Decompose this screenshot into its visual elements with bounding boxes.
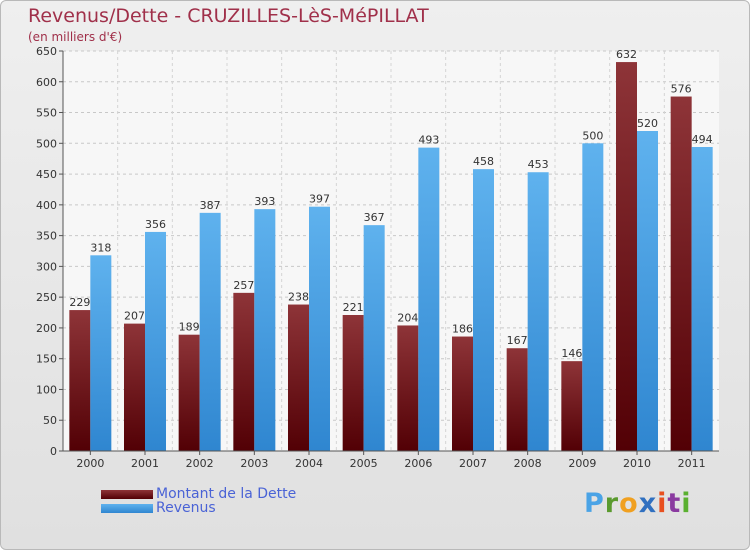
data-label-revenus: 520 <box>637 117 658 130</box>
data-label-revenus: 458 <box>473 155 494 168</box>
bar-dette <box>288 304 309 451</box>
x-tick-label: 2002 <box>186 457 214 470</box>
bars <box>69 62 713 452</box>
x-tick-label: 2001 <box>131 457 159 470</box>
data-label-dette: 189 <box>179 321 200 334</box>
data-label-revenus: 397 <box>309 193 330 206</box>
y-tick-label: 0 <box>50 445 57 458</box>
grid <box>63 50 719 451</box>
y-tick-label: 100 <box>36 383 57 396</box>
data-label-revenus: 367 <box>364 211 385 224</box>
bar-revenus <box>309 206 330 451</box>
axes: 0 50 100 150 200 250 300 350 400 450 500 550 600 650 2… <box>36 45 719 470</box>
y-tick-label: 400 <box>36 199 57 212</box>
bar-revenus <box>145 231 166 451</box>
bar-revenus <box>199 212 221 451</box>
legend-label-dette: Montant de la Dette <box>156 486 297 502</box>
bar-revenus <box>527 172 549 451</box>
bar-revenus <box>90 255 112 451</box>
data-label-dette: 238 <box>288 291 309 304</box>
y-tick-label: 200 <box>36 322 57 335</box>
data-label-dette: 204 <box>397 311 418 324</box>
x-tick-label: 2008 <box>514 457 542 470</box>
bar-dette <box>233 292 255 451</box>
data-label-dette: 576 <box>671 83 692 96</box>
chart-subtitle: (en milliers d'€) <box>28 30 123 44</box>
data-label-dette: 221 <box>343 301 364 314</box>
bar-revenus <box>473 169 494 451</box>
bar-dette <box>69 310 91 451</box>
y-tick-label: 250 <box>36 291 57 304</box>
data-label-dette: 257 <box>233 279 254 292</box>
legend-label-revenus: Revenus <box>156 500 216 516</box>
data-label-dette: 207 <box>124 310 145 323</box>
x-tick-label: 2000 <box>76 457 104 470</box>
bar-dette <box>124 323 145 451</box>
x-tick-label: 2011 <box>678 457 706 470</box>
y-tick-label: 300 <box>36 260 57 273</box>
bar-dette <box>670 96 692 452</box>
bar-revenus <box>363 225 385 451</box>
data-label-revenus: 387 <box>200 199 221 212</box>
legend-swatch-dette <box>101 490 153 499</box>
data-label-dette: 229 <box>69 296 90 309</box>
legend-swatch-revenus <box>101 504 153 513</box>
data-label-revenus: 500 <box>582 129 603 142</box>
data-label-revenus: 494 <box>692 133 713 146</box>
logo-letter: x <box>638 488 658 519</box>
bar-revenus <box>254 209 276 451</box>
bar-dette <box>452 336 473 451</box>
x-tick-label: 2009 <box>568 457 596 470</box>
data-label-dette: 186 <box>452 323 473 336</box>
y-tick-label: 600 <box>36 76 57 89</box>
bar-revenus <box>582 143 604 452</box>
bar-dette <box>506 348 528 451</box>
x-tick-label: 2003 <box>240 457 268 470</box>
x-tick-label: 2006 <box>404 457 432 470</box>
bar-dette <box>616 62 637 451</box>
proxiti-logo: Proxiti <box>584 488 692 519</box>
bar-revenus <box>637 131 658 451</box>
data-label-revenus: 453 <box>528 158 549 171</box>
logo-letter: P <box>584 488 605 519</box>
bar-dette <box>178 334 200 451</box>
y-tick-label: 450 <box>36 168 57 181</box>
bar-revenus <box>691 147 713 451</box>
bar-dette <box>561 361 583 451</box>
logo-letter: i <box>681 488 692 519</box>
y-tick-label: 350 <box>36 230 57 243</box>
bar-dette <box>342 315 364 451</box>
y-tick-label: 650 <box>36 45 57 58</box>
x-tick-label: 2007 <box>459 457 487 470</box>
bar-chart: 229 318 207 356 189 387 257 393 238 397 221 367 204 4… <box>36 45 719 470</box>
y-tick-label: 150 <box>36 353 57 366</box>
bar-revenus <box>418 147 440 451</box>
data-label-revenus: 318 <box>90 241 111 254</box>
data-label-revenus: 493 <box>418 134 439 147</box>
data-label-dette: 146 <box>561 347 582 360</box>
y-tick-label: 50 <box>43 414 57 427</box>
logo-letter: t <box>667 488 682 519</box>
data-label-dette: 167 <box>507 334 528 347</box>
y-tick-label: 500 <box>36 137 57 150</box>
x-tick-label: 2005 <box>350 457 378 470</box>
y-tick-label: 550 <box>36 107 57 120</box>
data-label-revenus: 393 <box>254 195 275 208</box>
logo-letter: o <box>619 488 639 519</box>
logo-letter: r <box>604 488 620 519</box>
x-tick-label: 2004 <box>295 457 323 470</box>
x-tick-label: 2010 <box>623 457 651 470</box>
logo-letter: i <box>657 488 668 519</box>
chart-title: Revenus/Dette - CRUZILLES-LèS-MéPILLAT <box>28 5 429 27</box>
data-labels: 229 318 207 356 189 387 257 393 238 397 221 367 204 4… <box>69 48 712 360</box>
bar-dette <box>397 325 419 451</box>
data-label-dette: 632 <box>616 48 637 61</box>
data-label-revenus: 356 <box>145 218 166 231</box>
